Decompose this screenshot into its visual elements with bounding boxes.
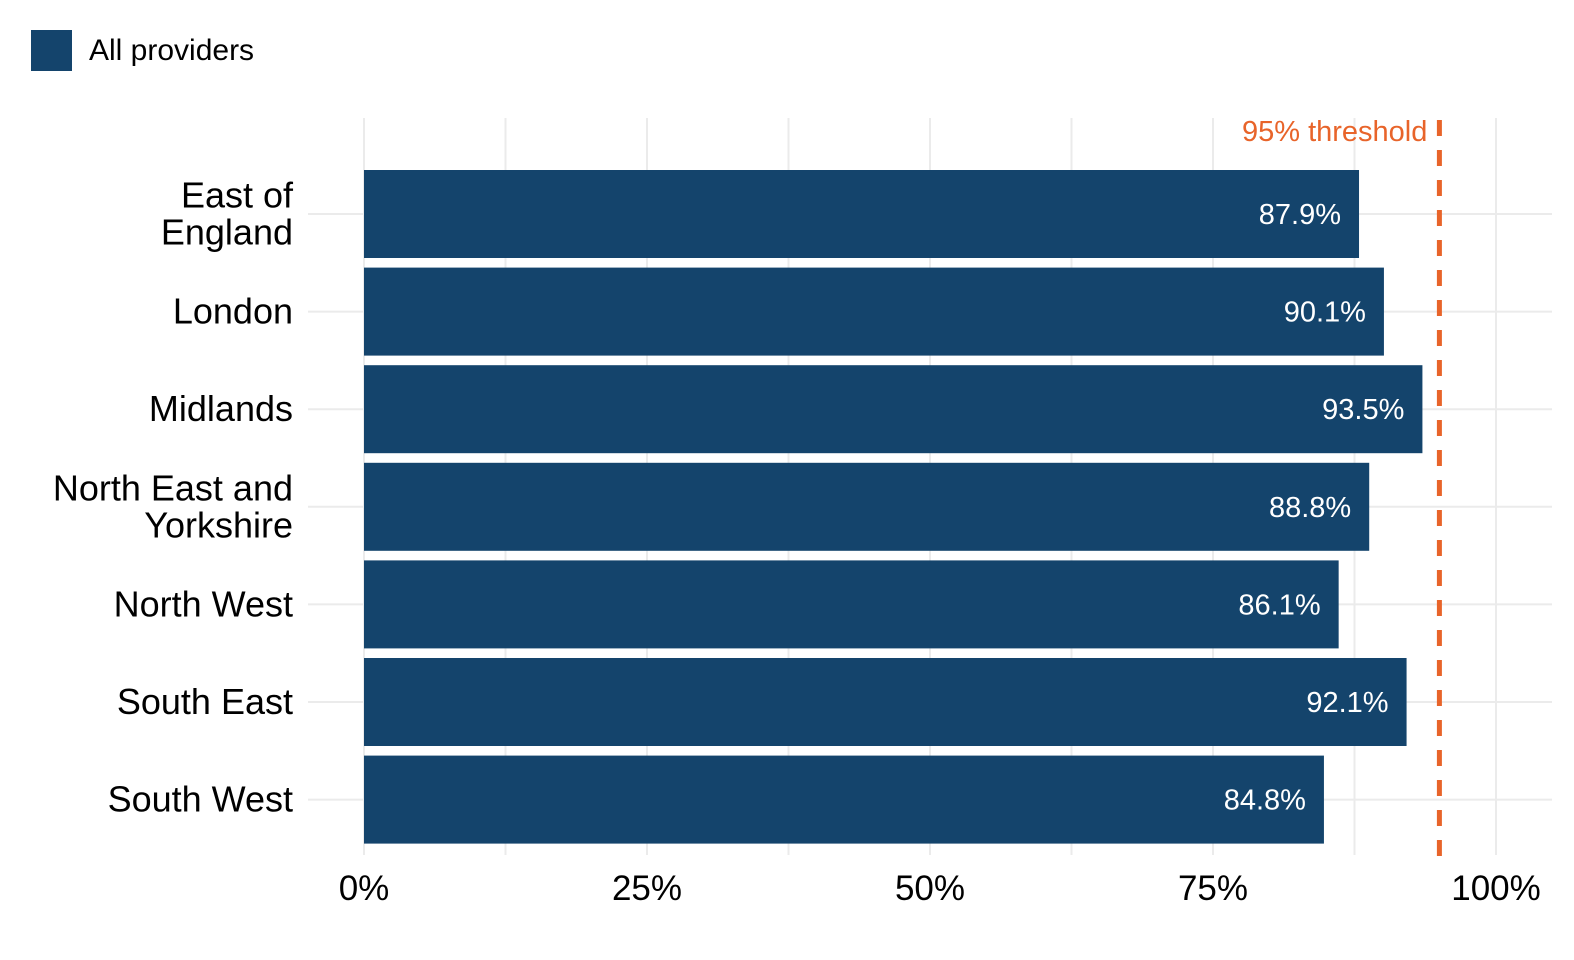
- data-label: 92.1%: [1306, 687, 1388, 719]
- bar: [364, 267, 1384, 356]
- category-label-line: South West: [108, 779, 293, 820]
- category-label-line: Midlands: [149, 388, 293, 429]
- data-label: 88.8%: [1269, 492, 1351, 524]
- bar: [364, 560, 1339, 649]
- legend-swatch: [31, 30, 72, 71]
- bar: [364, 658, 1407, 746]
- data-label: 87.9%: [1259, 199, 1341, 231]
- category-label: East of England: [161, 175, 294, 253]
- category-label-line: South East: [117, 681, 293, 722]
- category-label: South West: [108, 779, 293, 820]
- threshold-label: 95% threshold: [1242, 116, 1427, 148]
- category-label: London: [173, 291, 293, 332]
- data-label: 84.8%: [1224, 785, 1306, 817]
- bar: [364, 462, 1370, 551]
- category-label: South East: [117, 681, 293, 722]
- category-label-line: Yorkshire: [144, 504, 293, 545]
- category-label-line: England: [161, 212, 293, 253]
- data-label: 93.5%: [1322, 394, 1404, 426]
- category-label: North East and Yorkshire: [53, 467, 293, 545]
- bar: [364, 755, 1324, 844]
- legend-label: All providers: [89, 33, 255, 67]
- x-tick-label: 75%: [1178, 869, 1248, 908]
- category-label-line: North East and: [53, 467, 293, 508]
- x-tick-label: 0%: [339, 869, 390, 908]
- legend: All providers: [31, 30, 254, 71]
- category-label: Midlands: [149, 388, 293, 429]
- category-label-line: London: [173, 291, 293, 332]
- bar: [364, 365, 1423, 454]
- data-label: 86.1%: [1238, 589, 1320, 621]
- bar: [364, 170, 1360, 258]
- x-tick-label: 50%: [895, 869, 965, 908]
- x-tick-label: 25%: [612, 869, 682, 908]
- category-label-line: North West: [114, 583, 293, 624]
- category-label: North West: [114, 583, 293, 624]
- category-label-line: East of: [181, 175, 294, 216]
- x-tick-label: 100%: [1451, 869, 1541, 908]
- data-label: 90.1%: [1284, 297, 1366, 329]
